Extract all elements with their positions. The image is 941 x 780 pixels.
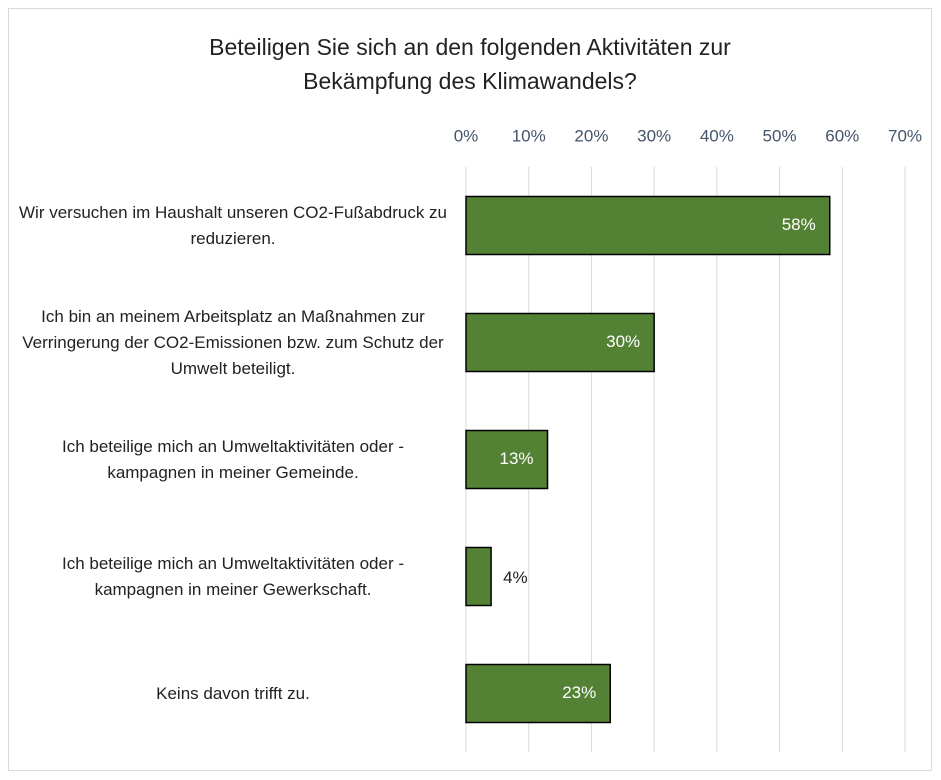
bar [465,663,611,724]
bar [465,429,549,490]
y-tick-label: Keins davon trifft zu. [156,683,310,703]
bar [465,312,655,373]
data-label: 23% [562,683,596,702]
chart-title: Beteiligen Sie sich an den folgenden Akt… [209,34,731,94]
y-tick-label: Wir versuchen im Haushalt unseren CO2-Fu… [19,202,447,248]
bar [465,195,831,256]
x-tick-label: 50% [763,126,797,145]
x-tick-label: 60% [825,126,859,145]
y-tick-label: Ich beteilige mich an Umweltaktivitäten … [61,553,405,599]
data-label: 58% [782,215,816,234]
y-tick-label: Ich beteilige mich an Umweltaktivitäten … [61,436,405,482]
x-tick-label: 20% [574,126,608,145]
data-label: 13% [499,449,533,468]
chart-frame [8,8,932,771]
x-tick-label: 30% [637,126,671,145]
data-label: 4% [503,568,528,587]
x-tick-label: 10% [512,126,546,145]
x-tick-label: 0% [454,126,479,145]
y-tick-label: Ich bin an meinem Arbeitsplatz an Maßnah… [22,306,444,378]
x-tick-label: 40% [700,126,734,145]
x-tick-label: 70% [888,126,922,145]
bar [465,546,492,607]
data-label: 30% [606,332,640,351]
